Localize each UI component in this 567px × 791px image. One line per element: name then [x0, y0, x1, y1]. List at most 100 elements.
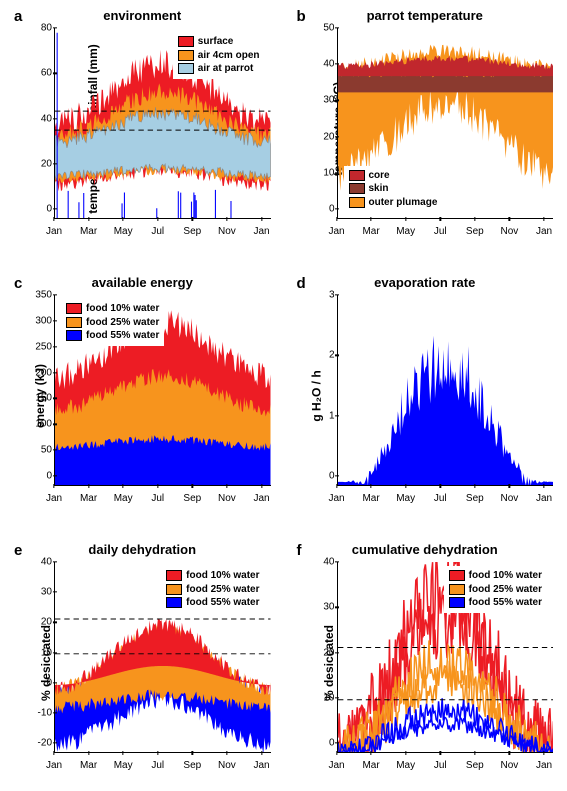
x-tick-label: Jan	[328, 493, 344, 504]
legend-label: food 10% water	[86, 302, 159, 316]
x-tick-label: Sep	[183, 226, 201, 237]
y-tick-label: 10	[317, 167, 335, 178]
y-tick-label: 0	[34, 471, 52, 482]
legend-label: food 25% water	[469, 583, 542, 597]
x-tick-mark	[261, 751, 262, 755]
x-tick-mark	[336, 484, 337, 488]
legend-item: outer plumage	[349, 196, 438, 210]
y-tick-mark	[53, 320, 57, 321]
legend-item: skin	[349, 182, 438, 196]
y-tick-mark	[53, 561, 57, 562]
legend-swatch	[349, 170, 365, 181]
legend-swatch	[349, 197, 365, 208]
y-tick-label: 80	[34, 23, 52, 34]
legend-swatch	[449, 570, 465, 581]
x-tick-mark	[88, 751, 89, 755]
y-tick-label: 20	[317, 131, 335, 142]
x-tick-mark	[509, 217, 510, 221]
legend-label: skin	[369, 182, 389, 196]
y-tick-label: 40	[34, 113, 52, 124]
x-tick-label: Jan	[536, 226, 552, 237]
y-tick-mark	[53, 712, 57, 713]
x-tick-mark	[405, 217, 406, 221]
chart-svg	[338, 295, 554, 485]
legend-label: air 4cm open	[198, 49, 260, 63]
x-tick-mark	[53, 217, 54, 221]
x-tick-mark	[192, 217, 193, 221]
x-tick-mark	[474, 217, 475, 221]
x-tick-mark	[226, 217, 227, 221]
y-tick-mark	[53, 73, 57, 74]
y-tick-label: 50	[317, 23, 335, 34]
x-tick-label: Jan	[536, 760, 552, 771]
legend-item: food 25% water	[166, 583, 259, 597]
x-tick-mark	[123, 751, 124, 755]
x-tick-mark	[261, 484, 262, 488]
x-tick-label: Mar	[80, 493, 97, 504]
y-tick-label: 0	[317, 738, 335, 749]
legend-swatch	[178, 63, 194, 74]
x-tick-mark	[405, 484, 406, 488]
legend-item: food 25% water	[449, 583, 542, 597]
legend-item: food 55% water	[66, 329, 159, 343]
y-tick-label: 50	[34, 445, 52, 456]
y-tick-label: 30	[317, 95, 335, 106]
y-tick-label: 0	[34, 204, 52, 215]
y-tick-label: 20	[34, 158, 52, 169]
y-tick-label: 40	[317, 557, 335, 568]
y-tick-mark	[53, 742, 57, 743]
y-tick-label: 60	[34, 68, 52, 79]
plot-area: coreskinouter plumage	[337, 28, 554, 219]
x-tick-label: Jan	[46, 226, 62, 237]
x-tick-mark	[88, 217, 89, 221]
legend-item: air at parrot	[178, 62, 260, 76]
y-tick-mark	[335, 27, 339, 28]
x-tick-label: Nov	[218, 760, 236, 771]
y-tick-mark	[53, 682, 57, 683]
y-tick-mark	[335, 475, 339, 476]
panel-title: environment	[10, 8, 275, 23]
y-tick-mark	[335, 742, 339, 743]
panel-title: daily dehydration	[10, 542, 275, 557]
plot-area: food 10% waterfood 25% waterfood 55% wat…	[54, 562, 271, 753]
x-tick-label: Jan	[328, 760, 344, 771]
x-tick-label: Jan	[46, 493, 62, 504]
panel-b: bparrot temperaturetemperature (°C)cores…	[293, 10, 558, 247]
legend-label: food 55% water	[469, 596, 542, 610]
x-tick-label: Mar	[362, 760, 379, 771]
y-tick-label: 40	[34, 557, 52, 568]
x-tick-label: Jul	[151, 226, 164, 237]
legend-item: food 25% water	[66, 316, 159, 330]
plot-area: surfaceair 4cm openair at parrot	[54, 28, 271, 219]
x-tick-label: Jan	[253, 226, 269, 237]
x-tick-label: Jul	[151, 760, 164, 771]
x-tick-mark	[123, 484, 124, 488]
y-axis-label: % desiccated	[39, 624, 53, 700]
x-tick-label: Nov	[218, 226, 236, 237]
y-tick-mark	[335, 607, 339, 608]
y-tick-label: 20	[317, 647, 335, 658]
legend: coreskinouter plumage	[344, 166, 443, 213]
panel-f: fcumulative dehydration% desiccatedfood …	[293, 544, 558, 781]
x-tick-label: Nov	[501, 226, 519, 237]
x-tick-mark	[543, 751, 544, 755]
y-tick-label: 10	[34, 647, 52, 658]
y-tick-label: 100	[34, 419, 52, 430]
x-tick-mark	[226, 484, 227, 488]
legend-label: food 10% water	[469, 569, 542, 583]
x-tick-label: Jan	[328, 226, 344, 237]
y-tick-mark	[53, 27, 57, 28]
y-tick-label: 150	[34, 393, 52, 404]
x-tick-label: Jul	[151, 493, 164, 504]
y-tick-label: -10	[34, 707, 52, 718]
y-tick-label: 0	[317, 471, 335, 482]
x-tick-mark	[336, 217, 337, 221]
x-tick-label: Nov	[218, 493, 236, 504]
y-tick-mark	[53, 652, 57, 653]
y-tick-mark	[53, 424, 57, 425]
legend-label: food 25% water	[86, 316, 159, 330]
y-tick-label: 0	[317, 204, 335, 215]
y-tick-mark	[335, 697, 339, 698]
legend-swatch	[66, 317, 82, 328]
x-tick-label: Sep	[466, 760, 484, 771]
